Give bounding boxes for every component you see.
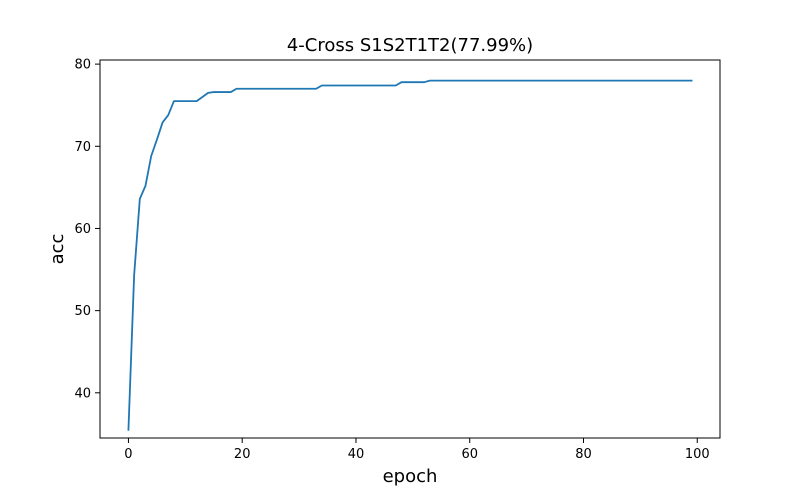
x-axis-label: epoch — [383, 466, 438, 487]
plot-layer — [127, 79, 693, 431]
x-tick-label: 60 — [461, 447, 478, 462]
y-tick-label: 80 — [74, 58, 91, 73]
y-tick-label: 50 — [74, 304, 91, 319]
series-line — [127, 79, 693, 431]
ticks-layer: 0 20 40 60 80 100 40 50 60 70 80 — [74, 58, 709, 462]
x-tick-label: 80 — [575, 447, 592, 462]
y-axis-label: acc — [47, 234, 68, 265]
y-tick-label: 40 — [74, 386, 91, 401]
y-tick-label: 70 — [74, 140, 91, 155]
x-tick-label: 20 — [234, 447, 251, 462]
x-tick-label: 100 — [685, 447, 710, 462]
x-tick-label: 40 — [348, 447, 365, 462]
x-tick-label: 0 — [124, 447, 132, 462]
y-tick-label: 60 — [74, 222, 91, 237]
chart-title: 4-Cross S1S2T1T2(77.99%) — [287, 35, 533, 56]
axes-frame — [99, 59, 721, 439]
